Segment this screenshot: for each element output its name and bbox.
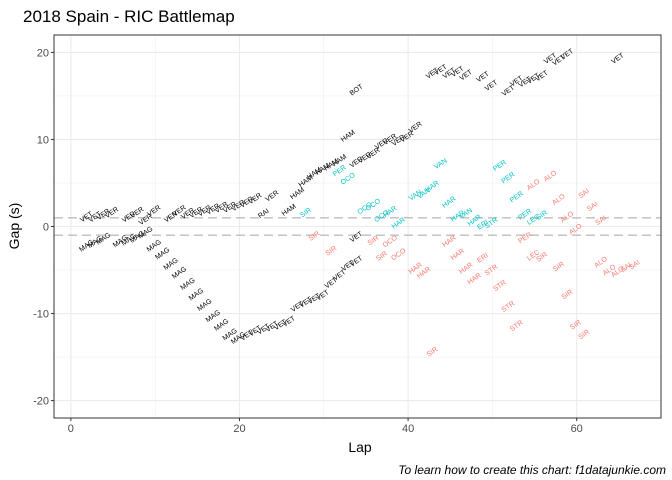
x-tick-label: 60 (571, 423, 583, 435)
point-label-ahead: VET (610, 52, 626, 66)
point-label-behind: OCO (382, 234, 400, 249)
point-label-ahead: HAM (340, 129, 357, 144)
reference-lines (54, 217, 661, 236)
point-label-behind: SIR (569, 319, 583, 331)
point-label-behind: ALO (543, 169, 559, 183)
point-label-behind: SAI (595, 215, 608, 227)
point-label-ahead: MAG (179, 277, 196, 292)
point-label-lapped: HAR (391, 216, 407, 230)
point-label-ahead: HAM (281, 203, 298, 218)
point-label-ahead: MAG (171, 266, 188, 281)
point-label-lapped: OCO (365, 198, 383, 213)
point-label-ahead: VET (349, 230, 365, 244)
y-tick-label: -20 (33, 396, 49, 408)
x-tick-label: 0 (68, 423, 74, 435)
point-label-behind: OCO (390, 247, 408, 262)
point-label-behind: STR (492, 279, 507, 293)
x-tick-label: 40 (402, 423, 414, 435)
point-label-behind: ERI (476, 252, 490, 264)
point-label-ahead: VET (560, 48, 576, 62)
point-label-lapped: STR (484, 217, 499, 231)
chart-title: 2018 Spain - RIC Battlemap (23, 7, 235, 26)
point-label-behind: SIR (325, 245, 339, 257)
point-label-ahead: VER (248, 192, 264, 206)
y-tick-label: 10 (37, 134, 49, 146)
y-tick-label: -10 (33, 309, 49, 321)
point-label-behind: SIR (561, 289, 575, 301)
y-tick-label: 20 (37, 47, 49, 59)
point-label-ahead: MAG (196, 298, 213, 313)
x-tick-label: 20 (233, 423, 245, 435)
point-label-ahead: VET (484, 79, 500, 93)
point-label-behind: SAI (628, 259, 641, 271)
point-label-behind: STR (484, 264, 499, 278)
point-label-ahead: VER (264, 190, 280, 204)
point-label-behind: ALO (560, 210, 576, 224)
point-label-behind: SIR (426, 346, 440, 358)
point-label-lapped: HAR (441, 196, 457, 210)
point-label-lapped: VAN (433, 157, 448, 171)
chart-caption: To learn how to create this chart: f1dat… (398, 463, 666, 477)
point-label-lapped: PER (509, 190, 525, 204)
point-label-behind: SIR (308, 230, 322, 242)
point-label-behind: STR (501, 300, 516, 314)
point-label-behind: HAR (450, 248, 466, 262)
point-label-ahead: MAG (154, 247, 171, 262)
point-label-lapped: HAR (424, 180, 440, 194)
grid-lines (54, 35, 661, 418)
point-label-behind: HAR (441, 235, 457, 249)
point-label-ahead: MAG (137, 226, 154, 241)
point-label-ahead: VER (408, 121, 424, 135)
point-label-behind: SAI (578, 188, 591, 200)
point-label-behind: HAR (458, 262, 474, 276)
point-label-ahead: HAM (289, 187, 306, 202)
point-label-behind: SIR (552, 261, 566, 273)
point-label-behind: SIR (577, 329, 591, 341)
x-axis-title: Lap (348, 439, 372, 455)
point-label-ahead: VET (315, 289, 331, 303)
point-label-behind: PER (517, 231, 533, 245)
point-label-lapped: SIR (535, 209, 549, 221)
point-label-behind: SAI (586, 201, 599, 213)
point-label-ahead: VET (535, 69, 551, 83)
point-label-behind: SIR (375, 250, 389, 262)
point-label-ahead: VER (146, 204, 162, 218)
point-label-behind: HAR (467, 272, 483, 286)
axis-ticks: 0 20 40 60 -20 -10 0 10 20 (33, 47, 583, 435)
point-label-behind: ALO (526, 178, 542, 192)
point-label-ahead: VET (349, 255, 365, 269)
point-label-ahead: VET (476, 70, 492, 84)
point-label-behind: STR (509, 319, 524, 333)
point-label-ahead: MAG (188, 287, 205, 302)
point-label-behind: SIR (367, 235, 381, 247)
point-label-behind: ALO (551, 193, 567, 207)
point-label-lapped: PER (492, 159, 508, 173)
point-label-ahead: VET (282, 315, 298, 329)
point-label-ahead: MAG (213, 318, 230, 333)
y-axis-title: Gap (s) (6, 203, 22, 250)
point-label-ahead: BOT (349, 83, 365, 97)
point-label-ahead: MAG (95, 232, 112, 247)
y-tick-label: 0 (43, 222, 49, 234)
point-label-behind: ALO (568, 222, 584, 236)
